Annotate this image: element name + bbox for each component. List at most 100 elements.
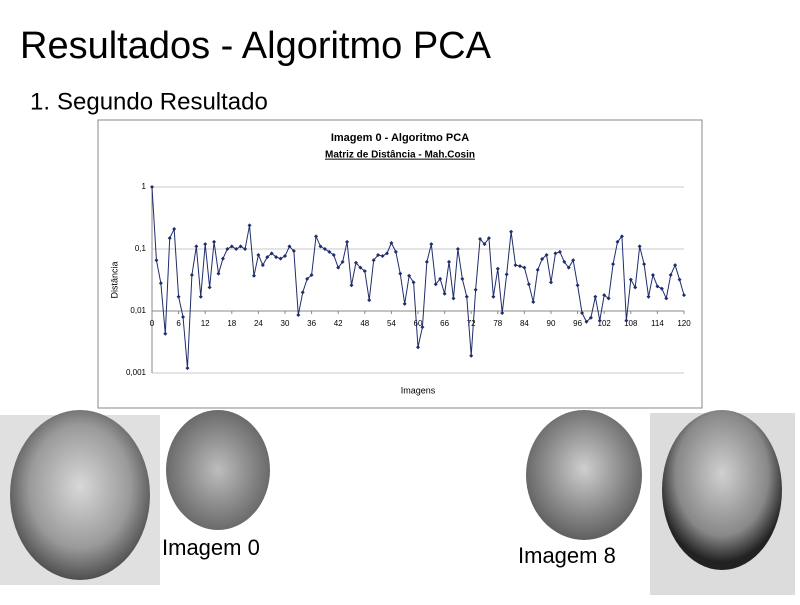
data-point (424, 259, 429, 264)
data-point (411, 280, 416, 285)
x-tick-label: 114 (651, 319, 664, 328)
data-point (336, 265, 341, 270)
data-point (291, 248, 296, 253)
data-point (225, 247, 230, 251)
x-tick-label: 12 (201, 319, 210, 328)
x-tick-label: 78 (493, 319, 502, 328)
data-point (469, 353, 474, 358)
data-point (260, 263, 265, 268)
list-marker: 1. (30, 88, 50, 115)
data-point (642, 262, 647, 267)
data-point (531, 299, 536, 304)
x-tick-label: 84 (520, 319, 529, 328)
list-text: Segundo Resultado (57, 88, 268, 115)
data-point (318, 244, 323, 249)
data-point (198, 294, 203, 299)
x-tick-label: 72 (467, 319, 476, 328)
data-point (322, 247, 327, 251)
data-point (611, 262, 616, 267)
data-point (274, 255, 279, 260)
y-tick-label: 1 (142, 182, 147, 191)
data-point (340, 259, 345, 264)
y-tick-label: 0,1 (135, 244, 147, 253)
x-tick-label: 90 (547, 319, 556, 328)
data-point (633, 285, 638, 290)
y-axis-label: Distância (109, 261, 119, 298)
data-point (353, 260, 358, 265)
data-point (393, 249, 398, 254)
data-point (229, 244, 234, 249)
x-tick-label: 120 (677, 319, 691, 328)
data-point (256, 253, 261, 258)
data-point (486, 236, 491, 241)
data-point (194, 244, 199, 249)
y-tick-label: 0,01 (130, 306, 146, 315)
data-point (664, 296, 669, 301)
x-tick-label: 36 (307, 319, 316, 328)
data-point (181, 315, 186, 320)
data-point (522, 265, 527, 270)
data-point (619, 234, 624, 239)
data-point (562, 259, 567, 264)
data-point (327, 249, 332, 254)
data-point (154, 258, 159, 263)
data-point (615, 239, 620, 244)
data-point (238, 244, 243, 249)
data-point (371, 258, 376, 263)
x-tick-label: 66 (440, 319, 449, 328)
x-tick-label: 24 (254, 319, 263, 328)
data-point (535, 267, 540, 272)
data-point (650, 273, 655, 278)
data-point (602, 293, 607, 298)
data-point (628, 277, 633, 282)
data-point (358, 265, 363, 270)
data-point (172, 227, 177, 232)
data-point (384, 251, 389, 256)
data-point (176, 294, 181, 299)
data-point (362, 269, 367, 274)
data-point (167, 236, 172, 241)
x-tick-label: 48 (360, 319, 369, 328)
data-point (216, 271, 221, 276)
data-point (553, 251, 558, 256)
data-point (597, 318, 602, 323)
data-point (185, 366, 190, 371)
data-point (549, 280, 553, 285)
photo-face (526, 410, 642, 540)
x-tick-label: 60 (414, 319, 423, 328)
x-tick-label: 96 (573, 319, 582, 328)
data-point (575, 283, 580, 288)
chart: Imagem 0 - Algoritmo PCA Matriz de Distân… (109, 132, 691, 395)
data-point (540, 256, 545, 261)
data-point (584, 319, 589, 324)
data-point (557, 249, 562, 254)
data-point (438, 276, 443, 281)
data-point (447, 259, 452, 264)
data-point (309, 273, 314, 278)
data-point (478, 236, 483, 241)
data-point (283, 254, 287, 259)
data-point (420, 325, 425, 330)
y-tick-label: 0,001 (126, 368, 147, 377)
x-tick-label: 102 (598, 319, 612, 328)
data-point (442, 291, 447, 296)
data-point (451, 296, 456, 301)
data-point (500, 310, 505, 315)
data-point (659, 286, 664, 291)
caption: Imagem 8 (518, 543, 616, 568)
data-point (278, 256, 283, 261)
data-point (402, 301, 407, 306)
data-point (296, 313, 301, 318)
data-point (367, 298, 372, 303)
x-axis-label: Imagens (401, 385, 436, 395)
data-point (588, 315, 593, 320)
data-point (150, 185, 154, 189)
data-point (495, 266, 500, 271)
data-point (526, 282, 531, 287)
data-point (398, 271, 403, 276)
data-point (646, 294, 651, 299)
data-point (624, 318, 629, 323)
photo-face (166, 410, 270, 530)
data-point (460, 276, 465, 281)
